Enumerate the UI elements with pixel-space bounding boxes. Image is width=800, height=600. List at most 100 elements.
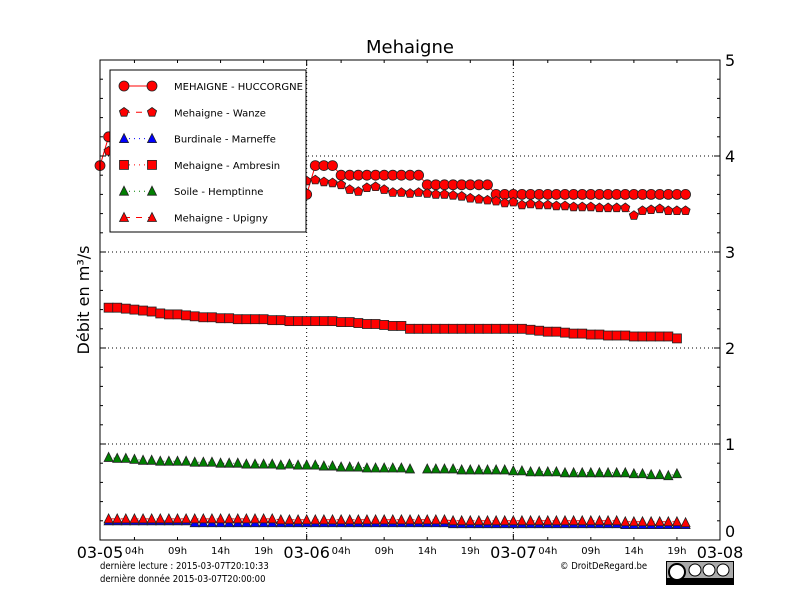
y-tick-label: 2 [725, 339, 735, 358]
data-point-pentagon [577, 201, 588, 212]
y-axis-label: Débit en m³/s [74, 246, 93, 355]
data-point-triangle [542, 465, 553, 477]
data-point-pentagon [637, 205, 648, 216]
data-point-square [542, 326, 553, 337]
data-point-triangle [275, 513, 286, 525]
data-point-triangle [594, 466, 605, 478]
series-mehaigne-upigny [103, 512, 691, 528]
data-point-square [560, 327, 570, 338]
data-point-triangle [327, 460, 338, 471]
data-point-pentagon [542, 199, 553, 210]
data-point-triangle [396, 462, 407, 473]
data-point-triangle [241, 458, 252, 469]
nc-icon [702, 563, 716, 577]
data-point-circle [482, 179, 493, 191]
data-point-triangle [118, 211, 130, 222]
data-point-pentagon [387, 187, 398, 197]
data-point-triangle [353, 513, 364, 525]
data-point-circle [413, 169, 425, 181]
data-point-triangle [404, 513, 416, 525]
data-point-triangle [628, 467, 640, 479]
data-point-triangle [663, 469, 674, 481]
data-point-triangle [465, 464, 476, 475]
data-point-pentagon [671, 205, 682, 216]
data-point-triangle [447, 514, 459, 526]
data-point-square [267, 315, 278, 326]
data-point-triangle [663, 515, 674, 527]
legend-label: Burdinale - Marneffe [174, 135, 276, 146]
data-point-square [654, 331, 665, 342]
data-point-triangle [439, 463, 450, 474]
data-point-triangle [396, 513, 407, 525]
data-point-square [207, 312, 217, 323]
data-point-square [517, 323, 527, 334]
data-point-pentagon [611, 202, 622, 213]
data-point-triangle [344, 513, 355, 525]
legend-label: Mehaigne - Ambresin [174, 161, 280, 172]
data-point-square [611, 330, 622, 341]
data-point-triangle [404, 463, 416, 474]
x-minor-tick-label: 19h [254, 546, 273, 557]
data-point-triangle [508, 464, 519, 476]
data-point-triangle [611, 514, 622, 526]
data-point-triangle [456, 514, 467, 526]
data-point-triangle [129, 453, 140, 464]
data-point-triangle [103, 512, 114, 524]
data-point-square [258, 314, 269, 325]
data-point-pentagon [594, 202, 605, 213]
x-minor-tick-label: 09h [375, 546, 394, 557]
x-tick-label: 03-07 [490, 543, 537, 562]
data-point-triangle [525, 514, 536, 526]
data-point-triangle [577, 514, 588, 526]
legend-label: Mehaigne - Upigny [174, 214, 268, 225]
data-point-triangle [146, 512, 157, 524]
data-point-square [310, 316, 321, 327]
by-icon [688, 563, 702, 577]
data-point-square [138, 305, 148, 316]
data-point-triangle [292, 513, 304, 525]
data-point-square [250, 314, 260, 325]
data-point-circle [680, 188, 691, 200]
x-tick-label: 03-08 [697, 543, 744, 562]
data-point-triangle [232, 512, 243, 524]
data-point-square [499, 323, 510, 334]
data-point-square [146, 306, 157, 317]
data-point-triangle [335, 461, 347, 472]
data-point-pentagon [422, 188, 433, 198]
data-point-pentagon [516, 199, 527, 210]
data-point-triangle [120, 512, 131, 524]
data-point-square [439, 323, 450, 334]
data-point-pentagon [559, 200, 571, 211]
legend-item: Mehaigne - Upigny [118, 211, 268, 225]
data-point-triangle [318, 513, 330, 525]
data-point-triangle [275, 459, 286, 470]
data-point-triangle [224, 512, 235, 524]
data-point-triangle [568, 514, 579, 526]
data-point-triangle [387, 513, 398, 525]
data-point-triangle [473, 464, 485, 475]
data-point-triangle [284, 513, 295, 525]
data-point-triangle [551, 465, 562, 477]
data-point-triangle [559, 514, 571, 526]
data-point-triangle [180, 512, 192, 524]
data-point-square [577, 328, 588, 339]
data-point-triangle [482, 464, 493, 475]
data-point-triangle [215, 457, 226, 468]
copyright-text: © DroitDeRegard.be [560, 561, 648, 572]
data-point-circle [118, 80, 130, 92]
legend-label: Mehaigne - Wanze [174, 108, 266, 119]
x-minor-tick-label: 09h [168, 546, 187, 557]
data-point-square [163, 309, 174, 320]
legend-item: Mehaigne - Wanze [118, 107, 266, 119]
data-point-triangle [602, 514, 614, 526]
legend-item: Mehaigne - Ambresin [119, 159, 280, 172]
x-minor-tick-label: 04h [538, 546, 557, 557]
data-point-triangle [215, 512, 226, 524]
data-point-triangle [146, 211, 158, 222]
data-point-square [181, 310, 192, 321]
data-point-square [215, 313, 226, 324]
data-point-triangle [602, 466, 614, 478]
data-point-triangle [284, 458, 295, 469]
data-point-triangle [534, 465, 545, 477]
data-point-triangle [249, 458, 261, 469]
